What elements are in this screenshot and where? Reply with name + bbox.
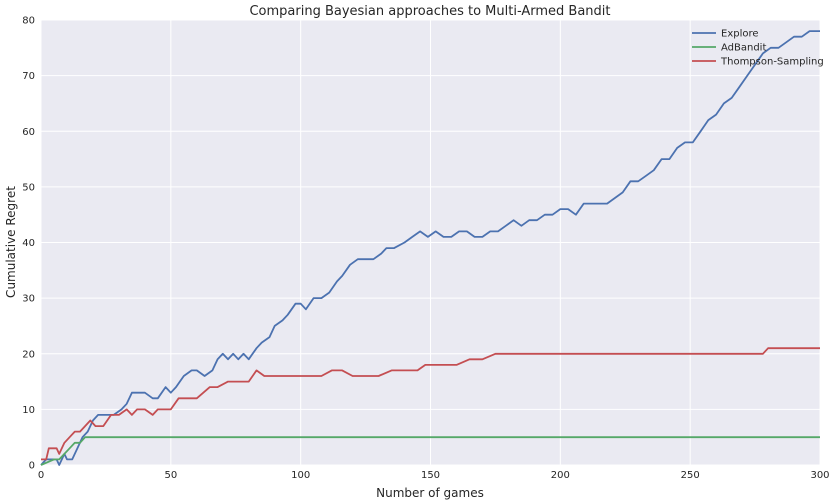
x-tick-label: 0 xyxy=(38,470,44,481)
y-tick-labels: 0 10 20 30 40 50 60 70 80 xyxy=(22,16,35,472)
x-tick-labels: 0 50 100 150 200 250 300 xyxy=(38,470,830,481)
y-tick-label: 0 xyxy=(29,461,35,472)
x-tick-label: 250 xyxy=(681,470,700,481)
x-tick-label: 200 xyxy=(551,470,570,481)
x-axis-label: Number of games xyxy=(376,486,484,500)
legend-label-explore: Explore xyxy=(721,29,759,40)
legend-label-thompson-sampling: Thompson-Sampling xyxy=(720,57,824,68)
y-tick-label: 40 xyxy=(22,238,35,249)
y-tick-label: 10 xyxy=(22,405,35,416)
series-lines xyxy=(40,30,820,466)
y-tick-label: 30 xyxy=(22,294,35,305)
series-line-thompson-sampling xyxy=(41,347,820,461)
x-tick-label: 100 xyxy=(291,470,310,481)
y-axis-label: Cumulative Regret xyxy=(4,186,18,298)
series-line-adbandit xyxy=(40,436,820,466)
y-tick-label: 60 xyxy=(22,127,35,138)
series-line-explore xyxy=(40,30,820,466)
y-tick-label: 20 xyxy=(22,349,35,360)
x-tick-label: 150 xyxy=(421,470,440,481)
legend: Explore AdBandit Thompson-Sampling xyxy=(692,29,824,68)
legend-label-adbandit: AdBandit xyxy=(721,43,766,54)
chart-title: Comparing Bayesian approaches to Multi-A… xyxy=(249,4,610,19)
x-tick-label: 300 xyxy=(810,470,829,481)
x-tick-label: 50 xyxy=(164,470,177,481)
y-tick-label: 50 xyxy=(22,182,35,193)
y-tick-label: 80 xyxy=(22,16,35,27)
y-tick-label: 70 xyxy=(22,71,35,82)
